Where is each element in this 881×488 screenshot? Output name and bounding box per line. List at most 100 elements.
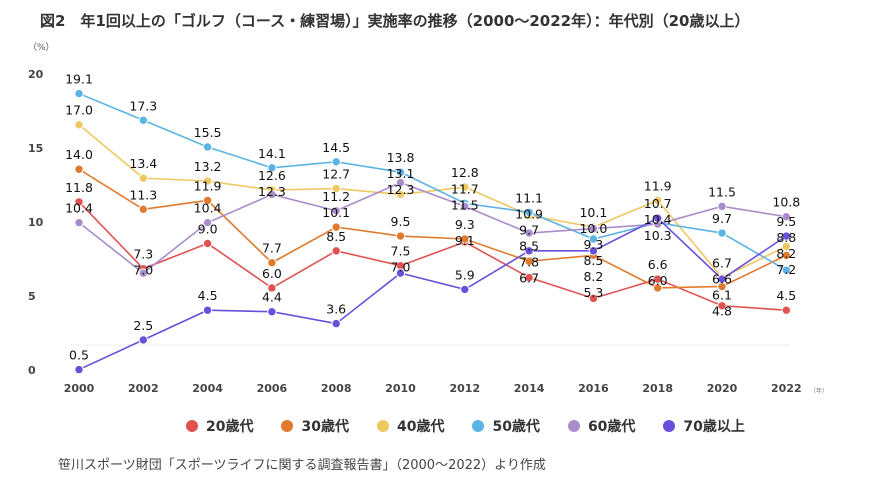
data-label: 10.8 (772, 195, 800, 210)
data-point (138, 204, 149, 215)
data-label: 13.2 (194, 159, 222, 174)
data-label: 14.1 (258, 146, 286, 161)
source-note: 笹川スポーツ財団「スポーツライフに関する調査報告書」（2000～2022）より作… (58, 458, 546, 473)
data-point (331, 206, 341, 216)
data-point (138, 335, 149, 345)
data-point (781, 265, 791, 275)
data-label: 11.5 (708, 184, 736, 199)
data-label: 11.2 (322, 189, 350, 204)
legend-item: 70歳以上 (663, 416, 745, 436)
data-label: 4.8 (712, 304, 732, 319)
data-point (460, 234, 470, 244)
x-tick-label: 2016 (578, 382, 609, 395)
x-tick-label: 2006 (257, 382, 288, 395)
data-label: 7.5 (391, 244, 411, 259)
data-point (74, 120, 84, 130)
legend-item: 40歳代 (376, 416, 445, 436)
data-point (781, 231, 791, 241)
data-label: 9.3 (583, 237, 603, 252)
data-point (267, 307, 277, 317)
y-axis-unit: （%） (28, 42, 55, 53)
legend-label: 30歳代 (301, 419, 349, 435)
data-label: 9.0 (198, 221, 218, 236)
data-label: 10.0 (579, 221, 607, 236)
data-label: 11.9 (644, 178, 672, 193)
data-point (653, 283, 663, 293)
y-tick-label: 10 (28, 216, 44, 229)
y-tick-label: 0 (28, 364, 36, 377)
data-point (138, 173, 149, 183)
data-label: 5.9 (455, 267, 475, 282)
x-tick-label: 2022 (771, 382, 802, 395)
data-point (74, 88, 84, 99)
x-tick-label: 2012 (449, 382, 480, 395)
data-point (202, 142, 213, 152)
data-point (395, 167, 406, 177)
legend-item: 60歳代 (567, 416, 635, 436)
data-point (524, 228, 534, 238)
data-point (202, 238, 213, 249)
data-label: 8.5 (583, 253, 603, 268)
legend-swatch (472, 420, 485, 432)
data-label: 11.7 (451, 181, 479, 196)
data-label: 12.3 (258, 184, 286, 199)
data-point (460, 182, 470, 192)
data-label: 6.6 (648, 257, 668, 272)
data-label: 19.1 (65, 72, 93, 87)
data-label: 13.1 (387, 166, 415, 181)
legend-label: 50歳代 (492, 419, 540, 435)
data-label: 13.4 (129, 156, 157, 171)
x-tick-label: 2000 (64, 382, 95, 395)
data-point (395, 231, 406, 241)
x-tick-label: 2002 (128, 382, 159, 395)
data-point (781, 241, 791, 252)
data-point (395, 268, 406, 278)
legend-label: 40歳代 (396, 419, 445, 435)
data-point (138, 268, 149, 278)
data-label: 17.0 (65, 103, 93, 118)
data-point (781, 250, 791, 261)
legend-swatch (186, 420, 198, 432)
data-label: 10.4 (644, 212, 672, 227)
data-label: 7.0 (391, 260, 411, 275)
data-label: 8.2 (583, 269, 603, 284)
data-label: 10.9 (515, 206, 543, 221)
data-point (202, 195, 213, 206)
data-label: 10.3 (644, 228, 672, 243)
series-line-2 (78, 124, 787, 279)
data-label: 10.4 (65, 201, 93, 216)
data-label: 4.5 (776, 288, 796, 303)
data-point (331, 157, 341, 167)
legend-swatch (663, 420, 676, 432)
data-point (653, 274, 663, 284)
data-label: 9.5 (391, 214, 411, 229)
y-tick-label: 5 (28, 290, 36, 303)
x-tick-label: 2010 (385, 382, 416, 395)
data-point (331, 183, 341, 194)
x-tick-label: 2018 (642, 382, 673, 395)
data-point (331, 318, 341, 329)
data-label: 7.8 (519, 254, 539, 269)
legend-item: 30歳代 (281, 416, 349, 436)
legend-label: 20歳代 (206, 419, 254, 435)
x-axis-unit: （年） (810, 387, 828, 395)
legend-item: 50歳代 (472, 416, 540, 436)
data-point (524, 256, 534, 266)
legend-label: 70歳以上 (683, 419, 745, 435)
chart-title: 図2 年1回以上の「ゴルフ（コース・練習場）」実施率の推移（2000～2022年… (40, 12, 750, 30)
data-point (202, 176, 213, 186)
x-tick-label: 2014 (514, 382, 545, 395)
data-label: 10.4 (194, 201, 222, 216)
data-label: 10.7 (644, 196, 672, 211)
data-label: 6.7 (519, 270, 539, 285)
data-point (331, 222, 341, 232)
data-label: 3.6 (326, 302, 346, 317)
data-label: 6.1 (712, 288, 732, 303)
data-label: 14.0 (65, 147, 93, 162)
data-label: 6.0 (648, 273, 668, 288)
series-line-1 (78, 168, 787, 289)
data-point (717, 201, 727, 212)
legend-swatch (567, 420, 580, 432)
legend: 20歳代 30歳代 40歳代 50歳代 60歳代 70歳以上 (186, 416, 745, 436)
data-label: 12.6 (258, 168, 286, 183)
